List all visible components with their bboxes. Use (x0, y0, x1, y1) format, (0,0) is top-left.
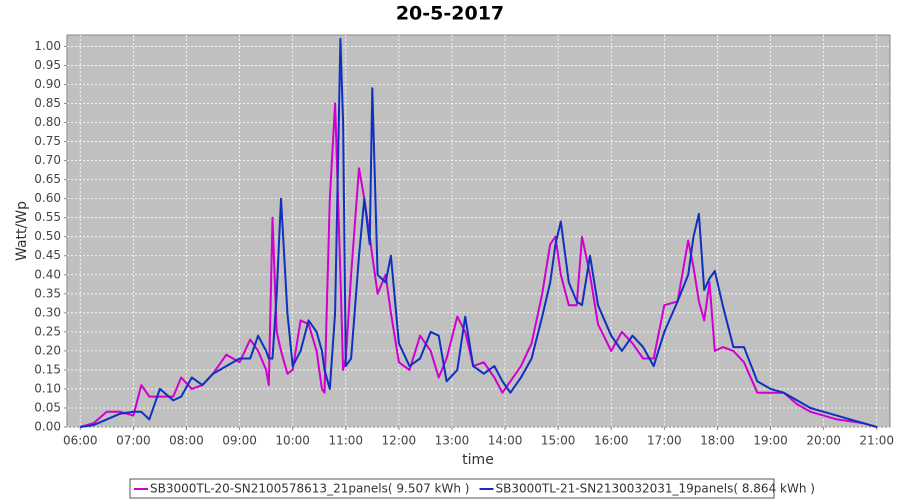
y-tick-label: 0.35 (34, 286, 61, 300)
x-tick-label: 09:00 (222, 434, 257, 448)
y-tick-label: 0.65 (34, 172, 61, 186)
y-tick-label: 0.05 (34, 400, 61, 414)
y-tick-label: 0.95 (34, 58, 61, 72)
legend (129, 478, 775, 499)
y-tick-label: 0.00 (34, 420, 61, 434)
y-tick-label: 0.70 (34, 153, 61, 167)
x-tick-label: 13:00 (435, 434, 470, 448)
x-tick-label: 11:00 (328, 434, 363, 448)
y-tick-label: 0.30 (34, 305, 61, 319)
y-tick-label: 0.40 (34, 267, 61, 281)
y-tick-label: 0.55 (34, 210, 61, 224)
x-tick-label: 14:00 (488, 434, 523, 448)
x-tick-label: 08:00 (169, 434, 204, 448)
y-tick-label: 0.60 (34, 191, 61, 205)
x-tick-label: 07:00 (116, 434, 151, 448)
plot-area (66, 34, 891, 428)
x-tick-label: 18:00 (700, 434, 735, 448)
y-tick-label: 0.75 (34, 134, 61, 148)
y-tick-label: 0.50 (34, 229, 61, 243)
series-line (80, 102, 877, 428)
x-tick-label: 20:00 (806, 434, 841, 448)
y-tick-label: 0.45 (34, 248, 61, 262)
x-tick-label: 19:00 (753, 434, 788, 448)
y-tick-label: 0.20 (34, 343, 61, 357)
y-tick-label: 0.85 (34, 96, 61, 110)
x-tick-label: 16:00 (594, 434, 629, 448)
x-tick-label: 06:00 (63, 434, 98, 448)
y-tick-label: 1.00 (34, 39, 61, 53)
y-tick-label: 0.10 (34, 381, 61, 395)
y-axis-label: Watt/Wp (14, 201, 30, 261)
legend-label: SB3000TL-21-SN2130032031_19panels( 8.864… (495, 482, 814, 496)
series-line (80, 37, 877, 428)
y-tick-label: 0.25 (34, 324, 61, 338)
x-tick-label: 21:00 (859, 434, 894, 448)
y-tick-label: 0.90 (34, 77, 61, 91)
y-tick-label: 0.15 (34, 362, 61, 376)
x-axis-label: time (462, 452, 494, 468)
x-tick-label: 10:00 (275, 434, 310, 448)
x-tick-label: 12:00 (382, 434, 417, 448)
x-tick-label: 15:00 (541, 434, 576, 448)
legend-label: SB3000TL-20-SN2100578613_21panels( 9.507… (150, 482, 469, 496)
chart-title: 20-5-2017 (396, 3, 504, 25)
y-tick-label: 0.80 (34, 115, 61, 129)
x-tick-label: 17:00 (647, 434, 682, 448)
